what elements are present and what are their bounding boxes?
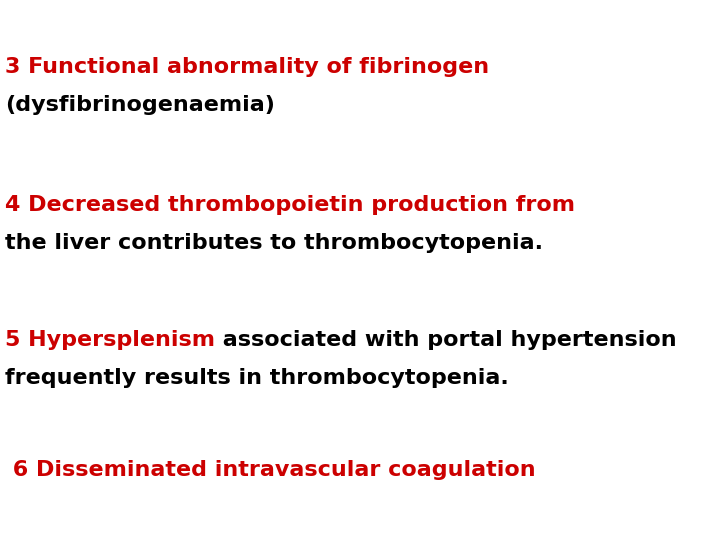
Text: 4 Decreased thrombopoietin production from: 4 Decreased thrombopoietin production fr… [5, 195, 575, 215]
Text: associated with portal hypertension: associated with portal hypertension [215, 330, 677, 350]
Text: the liver contributes to thrombocytopenia.: the liver contributes to thrombocytopeni… [5, 233, 543, 253]
Text: 5 Hypersplenism: 5 Hypersplenism [5, 330, 215, 350]
Text: 6 Disseminated intravascular coagulation: 6 Disseminated intravascular coagulation [5, 460, 536, 480]
Text: frequently results in thrombocytopenia.: frequently results in thrombocytopenia. [5, 368, 509, 388]
Text: (dysfibrinogenaemia): (dysfibrinogenaemia) [5, 95, 275, 115]
Text: 3 Functional abnormality of fibrinogen: 3 Functional abnormality of fibrinogen [5, 57, 489, 77]
